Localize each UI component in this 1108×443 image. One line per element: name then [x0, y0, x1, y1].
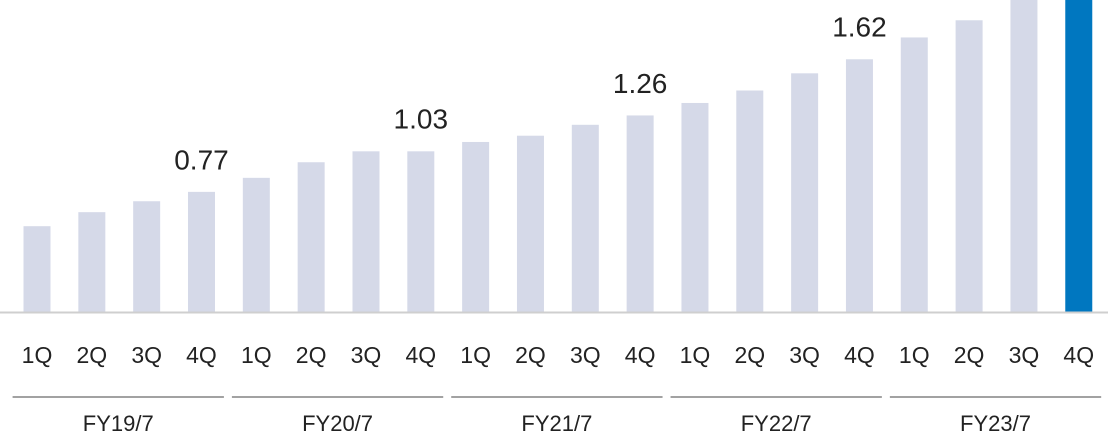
- bar: [242, 177, 270, 312]
- data-label: 1.62: [832, 12, 887, 43]
- x-tick-label: 2Q: [734, 342, 765, 368]
- bar: [845, 59, 873, 312]
- bar: [681, 102, 709, 312]
- x-tick-label: 2Q: [296, 342, 327, 368]
- bar: [791, 73, 819, 312]
- x-tick-label: 3Q: [351, 342, 382, 368]
- bar: [462, 141, 490, 312]
- group-label: FY21/7: [521, 411, 592, 436]
- data-label: 1.26: [613, 68, 668, 99]
- x-tick-label: 2Q: [515, 342, 546, 368]
- x-tick-label: 4Q: [844, 342, 875, 368]
- data-label: 0.77: [174, 144, 229, 175]
- group-label: FY20/7: [302, 411, 373, 436]
- x-tick-label: 3Q: [1009, 342, 1040, 368]
- bar: [352, 151, 380, 312]
- x-tick-label: 4Q: [625, 342, 656, 368]
- bar: [23, 226, 51, 312]
- bar: [78, 212, 106, 312]
- bar: [1010, 0, 1038, 312]
- plot-area: [23, 0, 1093, 312]
- bar: [736, 90, 764, 312]
- group-label: FY23/7: [960, 411, 1031, 436]
- group-label: FY19/7: [83, 411, 154, 436]
- x-tick-label: 4Q: [186, 342, 217, 368]
- bar: [187, 191, 215, 312]
- bar: [900, 37, 928, 312]
- bar: [1065, 0, 1093, 312]
- x-tick-label: 3Q: [570, 342, 601, 368]
- x-tick-label: 1Q: [22, 342, 53, 368]
- bar: [571, 124, 599, 312]
- bar: [133, 201, 161, 312]
- x-tick-label: 1Q: [899, 342, 930, 368]
- x-tick-label: 1Q: [241, 342, 272, 368]
- x-tick-label: 3Q: [789, 342, 820, 368]
- bar: [297, 162, 325, 312]
- bar: [626, 115, 654, 312]
- data-label: 1.03: [394, 104, 449, 135]
- x-tick-label: 1Q: [460, 342, 491, 368]
- group-label: FY22/7: [741, 411, 812, 436]
- bar: [955, 20, 983, 312]
- bar: [516, 135, 544, 312]
- x-tick-label: 2Q: [76, 342, 107, 368]
- x-tick-label: 1Q: [680, 342, 711, 368]
- x-tick-label: 4Q: [1063, 342, 1094, 368]
- bar: [407, 151, 435, 312]
- x-tick-label: 3Q: [131, 342, 162, 368]
- x-tick-label: 2Q: [954, 342, 985, 368]
- x-tick-label: 4Q: [405, 342, 436, 368]
